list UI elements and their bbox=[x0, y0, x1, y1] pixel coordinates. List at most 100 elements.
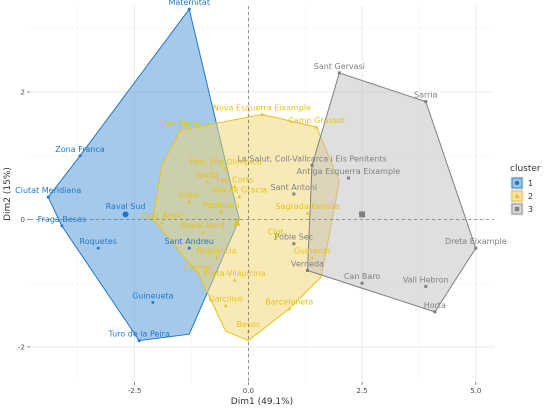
data-point bbox=[46, 195, 50, 199]
legend: cluster 1 2 3 bbox=[510, 164, 541, 216]
data-point bbox=[237, 194, 242, 198]
data-point bbox=[219, 210, 223, 214]
data-point bbox=[223, 303, 228, 307]
data-point bbox=[196, 271, 201, 276]
y-axis-label: Dim2 (15%) bbox=[3, 167, 13, 221]
point-label: Numancia bbox=[196, 247, 236, 256]
point-label: Raval Sud bbox=[106, 202, 146, 211]
point-label: Turo de la Peira bbox=[107, 330, 169, 339]
data-point bbox=[187, 246, 191, 250]
x-tick-label: 0.0 bbox=[243, 387, 254, 395]
x-tick-label: 5.0 bbox=[470, 387, 481, 395]
point-label: Maternitat bbox=[168, 0, 209, 7]
point-label: Nova Esquerra Eixample bbox=[213, 103, 311, 112]
point-label: Roquetes bbox=[80, 237, 117, 246]
cluster-centroid bbox=[122, 211, 129, 218]
point-label: Raval Nord bbox=[181, 221, 225, 230]
point-label: Gotic bbox=[179, 191, 200, 200]
data-point bbox=[310, 163, 314, 167]
y-tick-label: -2 bbox=[18, 343, 25, 351]
data-point bbox=[96, 246, 100, 250]
point-label: La Salut, Coll-Vallcarca i Els Penitents bbox=[237, 154, 386, 163]
cluster-centroid bbox=[233, 219, 241, 226]
point-label: Les Corts bbox=[216, 175, 253, 184]
point-label: Carmel bbox=[184, 263, 213, 272]
point-label: Garciliso bbox=[208, 295, 242, 304]
point-label: Dreta Eixample bbox=[445, 237, 507, 246]
cluster-centroid bbox=[359, 211, 366, 218]
data-point bbox=[292, 192, 296, 196]
data-point bbox=[223, 166, 228, 170]
data-point bbox=[232, 278, 237, 282]
point-label: Clot bbox=[268, 228, 284, 237]
data-point bbox=[151, 300, 155, 304]
point-label: Sant Gervasi bbox=[314, 62, 365, 71]
data-point bbox=[424, 284, 428, 288]
legend-marker bbox=[514, 180, 520, 186]
point-label: Vila de Gracia bbox=[211, 186, 267, 195]
point-label: Sarria bbox=[414, 91, 438, 100]
cluster-hulls bbox=[47, 8, 477, 342]
point-label: Zona Franca bbox=[55, 145, 105, 154]
data-point bbox=[346, 176, 350, 180]
data-point bbox=[160, 220, 164, 225]
legend-item-label: 3 bbox=[528, 205, 533, 214]
y-tick-label: 0 bbox=[21, 216, 25, 224]
point-label: Poble Sec bbox=[275, 233, 314, 242]
point-label: Verneda bbox=[291, 259, 324, 268]
data-point bbox=[205, 179, 210, 183]
x-axis-label: Dim1 (49.1%) bbox=[231, 397, 293, 407]
axes: -2.5 0.0 2.5 5.0 -2 0 2 bbox=[18, 6, 494, 395]
data-point bbox=[305, 211, 310, 215]
data-point bbox=[337, 71, 341, 75]
data-point bbox=[310, 255, 314, 260]
point-label: Barceloneta bbox=[265, 298, 313, 307]
data-point bbox=[187, 199, 192, 204]
data-point bbox=[60, 224, 64, 228]
data-point bbox=[292, 242, 296, 246]
point-label: Sants bbox=[196, 170, 218, 179]
data-point bbox=[201, 230, 205, 234]
point-label: Sant Andreu bbox=[164, 237, 213, 246]
data-point bbox=[474, 246, 478, 250]
data-point bbox=[78, 154, 82, 158]
point-label: Horta bbox=[424, 301, 446, 310]
legend-item-label: 1 bbox=[528, 179, 533, 188]
cluster-points bbox=[46, 7, 478, 343]
data-point bbox=[187, 7, 191, 11]
data-point bbox=[314, 125, 319, 129]
point-label: Ciutat Meridiana bbox=[15, 186, 81, 195]
point-label: Porta-Vilapicina bbox=[204, 269, 266, 278]
legend-item-label: 2 bbox=[528, 192, 533, 201]
data-point bbox=[260, 112, 264, 116]
point-label: Poblenou bbox=[203, 201, 240, 210]
x-tick-label: -2.5 bbox=[128, 387, 142, 395]
legend-marker bbox=[514, 206, 520, 212]
data-point bbox=[273, 236, 278, 241]
data-point bbox=[287, 306, 292, 311]
point-label: Can Baro bbox=[344, 272, 381, 281]
point-label: Casc Antic bbox=[141, 212, 183, 221]
legend-title: cluster bbox=[510, 164, 541, 174]
data-point bbox=[433, 310, 437, 314]
point-label: Guineueta bbox=[132, 291, 174, 300]
data-point bbox=[424, 100, 428, 104]
data-point bbox=[360, 281, 364, 285]
data-point bbox=[137, 339, 141, 343]
data-point bbox=[214, 255, 219, 260]
point-label: Antiga Esquerra Eixample bbox=[297, 167, 401, 176]
point-label: Parc Vila Olimpica bbox=[190, 158, 262, 167]
point-label: Vall Hebron bbox=[403, 275, 449, 284]
x-tick-label: 2.5 bbox=[357, 387, 368, 395]
data-point bbox=[178, 128, 182, 132]
data-point bbox=[305, 268, 309, 272]
data-point bbox=[232, 184, 237, 188]
point-label: Sant Antoni bbox=[271, 183, 318, 192]
y-tick-label: 2 bbox=[21, 89, 25, 97]
legend-marker bbox=[514, 193, 520, 199]
point-label: Sagrada Familia bbox=[276, 202, 340, 211]
point-label: Guinardo bbox=[294, 247, 331, 256]
point-label: Camp Grassot bbox=[288, 116, 345, 125]
